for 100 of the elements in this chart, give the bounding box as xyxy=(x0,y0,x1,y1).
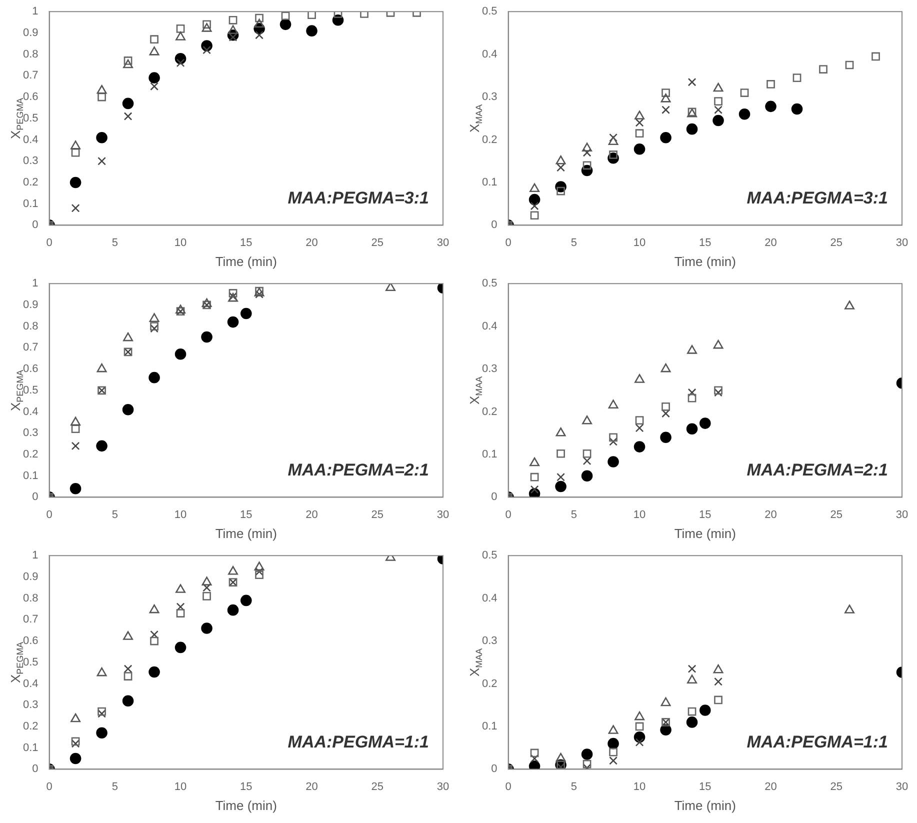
x-tick-label: 30 xyxy=(436,780,450,793)
y-tick-label: 0.8 xyxy=(22,320,38,332)
x-tick-label: 15 xyxy=(240,780,252,793)
y-tick-label: 0.4 xyxy=(22,406,38,418)
y-tick-label: 1 xyxy=(32,550,38,562)
x-tick-label: 30 xyxy=(896,236,908,249)
y-tick-label: 0 xyxy=(491,763,498,776)
y-tick-label: 0.6 xyxy=(22,363,38,376)
y-tick-label: 1 xyxy=(32,278,38,290)
x-axis-title: Time (min) xyxy=(215,526,277,541)
y-tick-label: 0.1 xyxy=(22,742,38,754)
y-tick-label: 0 xyxy=(32,219,38,232)
y-tick-label: 0.3 xyxy=(22,155,38,168)
x-tick-label: 20 xyxy=(306,236,318,249)
x-tick-label: 0 xyxy=(505,236,512,249)
y-tick-label: 0.4 xyxy=(482,592,498,604)
annotation: MAA:PEGMA=3:1 xyxy=(746,188,888,208)
y-tick-label: 0.5 xyxy=(22,384,38,396)
annotation: MAA:PEGMA=1:1 xyxy=(746,732,888,752)
x-tick-label: 5 xyxy=(570,780,577,793)
x-tick-label: 20 xyxy=(764,236,777,249)
x-tick-label: 0 xyxy=(46,508,52,521)
y-tick-label: 0.2 xyxy=(482,406,498,418)
x-tick-label: 15 xyxy=(240,508,252,521)
x-tick-label: 15 xyxy=(699,236,712,249)
x-tick-label: 10 xyxy=(174,780,187,793)
y-tick-label: 0.1 xyxy=(22,470,38,482)
y-tick-label: 0.7 xyxy=(22,70,38,82)
x-tick-label: 10 xyxy=(174,508,187,521)
x-tick-label: 0 xyxy=(505,508,512,521)
y-tick-label: 0 xyxy=(32,491,38,504)
x-tick-label: 30 xyxy=(436,508,450,521)
x-tick-label: 20 xyxy=(764,780,777,793)
x-tick-label: 30 xyxy=(436,236,450,249)
y-axis-title: XPEGMA xyxy=(8,98,25,139)
x-tick-label: 0 xyxy=(46,780,52,793)
y-axis-title: XPEGMA xyxy=(8,370,25,411)
x-tick-label: 5 xyxy=(570,508,577,521)
x-tick-label: 25 xyxy=(830,508,843,521)
x-tick-label: 0 xyxy=(46,236,52,249)
y-axis-title: XPEGMA xyxy=(8,642,25,683)
y-tick-label: 0.2 xyxy=(482,678,498,690)
x-tick-label: 10 xyxy=(174,236,187,249)
x-tick-label: 20 xyxy=(306,780,318,793)
x-axis-title: Time (min) xyxy=(215,798,277,813)
y-tick-label: 1 xyxy=(32,6,38,18)
x-tick-label: 25 xyxy=(371,780,384,793)
x-tick-label: 5 xyxy=(112,780,118,793)
y-tick-label: 0.1 xyxy=(22,198,38,210)
x-axis-title: Time (min) xyxy=(674,254,736,269)
y-tick-label: 0.7 xyxy=(22,614,38,626)
y-tick-label: 0.3 xyxy=(482,635,498,648)
x-tick-label: 15 xyxy=(699,780,712,793)
x-axis-title: Time (min) xyxy=(674,798,736,813)
x-tick-label: 25 xyxy=(830,236,843,249)
x-tick-label: 30 xyxy=(896,508,908,521)
y-axis-title: XMAA xyxy=(467,104,484,132)
x-tick-label: 5 xyxy=(570,236,577,249)
y-tick-label: 0.4 xyxy=(482,320,498,332)
y-tick-label: 0.2 xyxy=(22,176,38,189)
x-tick-label: 10 xyxy=(633,780,646,793)
annotation: MAA:PEGMA=2:1 xyxy=(746,460,888,480)
x-tick-label: 25 xyxy=(830,780,843,793)
y-tick-label: 0.8 xyxy=(22,48,38,60)
x-tick-label: 15 xyxy=(699,508,712,521)
y-tick-label: 0.1 xyxy=(482,448,498,461)
x-tick-label: 20 xyxy=(306,508,318,521)
y-tick-label: 0.5 xyxy=(482,6,498,18)
y-tick-label: 0.4 xyxy=(482,48,498,60)
y-tick-label: 0.4 xyxy=(22,678,38,690)
y-tick-label: 0.2 xyxy=(22,448,38,461)
y-tick-label: 0.6 xyxy=(22,635,38,648)
y-tick-label: 0.4 xyxy=(22,134,38,146)
y-tick-label: 0.6 xyxy=(22,91,38,104)
y-tick-label: 0.9 xyxy=(22,298,38,311)
y-tick-label: 0.3 xyxy=(482,363,498,376)
y-tick-label: 0.1 xyxy=(482,720,498,733)
y-tick-label: 0.8 xyxy=(22,592,38,604)
y-tick-label: 0.5 xyxy=(22,656,38,668)
annotation: MAA:PEGMA=3:1 xyxy=(288,188,429,208)
y-tick-label: 0.3 xyxy=(482,91,498,104)
y-tick-label: 0.3 xyxy=(22,427,38,440)
x-tick-label: 5 xyxy=(112,236,118,249)
y-tick-label: 0.2 xyxy=(22,720,38,733)
x-tick-label: 25 xyxy=(371,508,384,521)
x-tick-label: 15 xyxy=(240,236,252,249)
y-tick-label: 0.5 xyxy=(22,112,38,124)
y-tick-label: 0 xyxy=(491,491,498,504)
x-tick-label: 0 xyxy=(505,780,512,793)
y-tick-label: 0 xyxy=(491,219,498,232)
y-tick-label: 0.9 xyxy=(22,26,38,39)
x-axis-title: Time (min) xyxy=(215,254,277,269)
y-axis-title: XMAA xyxy=(467,648,484,676)
y-tick-label: 0.3 xyxy=(22,699,38,712)
y-tick-label: 0.1 xyxy=(482,176,498,189)
annotation: MAA:PEGMA=2:1 xyxy=(288,460,429,480)
annotation: MAA:PEGMA=1:1 xyxy=(288,732,429,752)
x-tick-label: 25 xyxy=(371,236,384,249)
x-tick-label: 10 xyxy=(633,236,646,249)
y-tick-label: 0.2 xyxy=(482,134,498,146)
